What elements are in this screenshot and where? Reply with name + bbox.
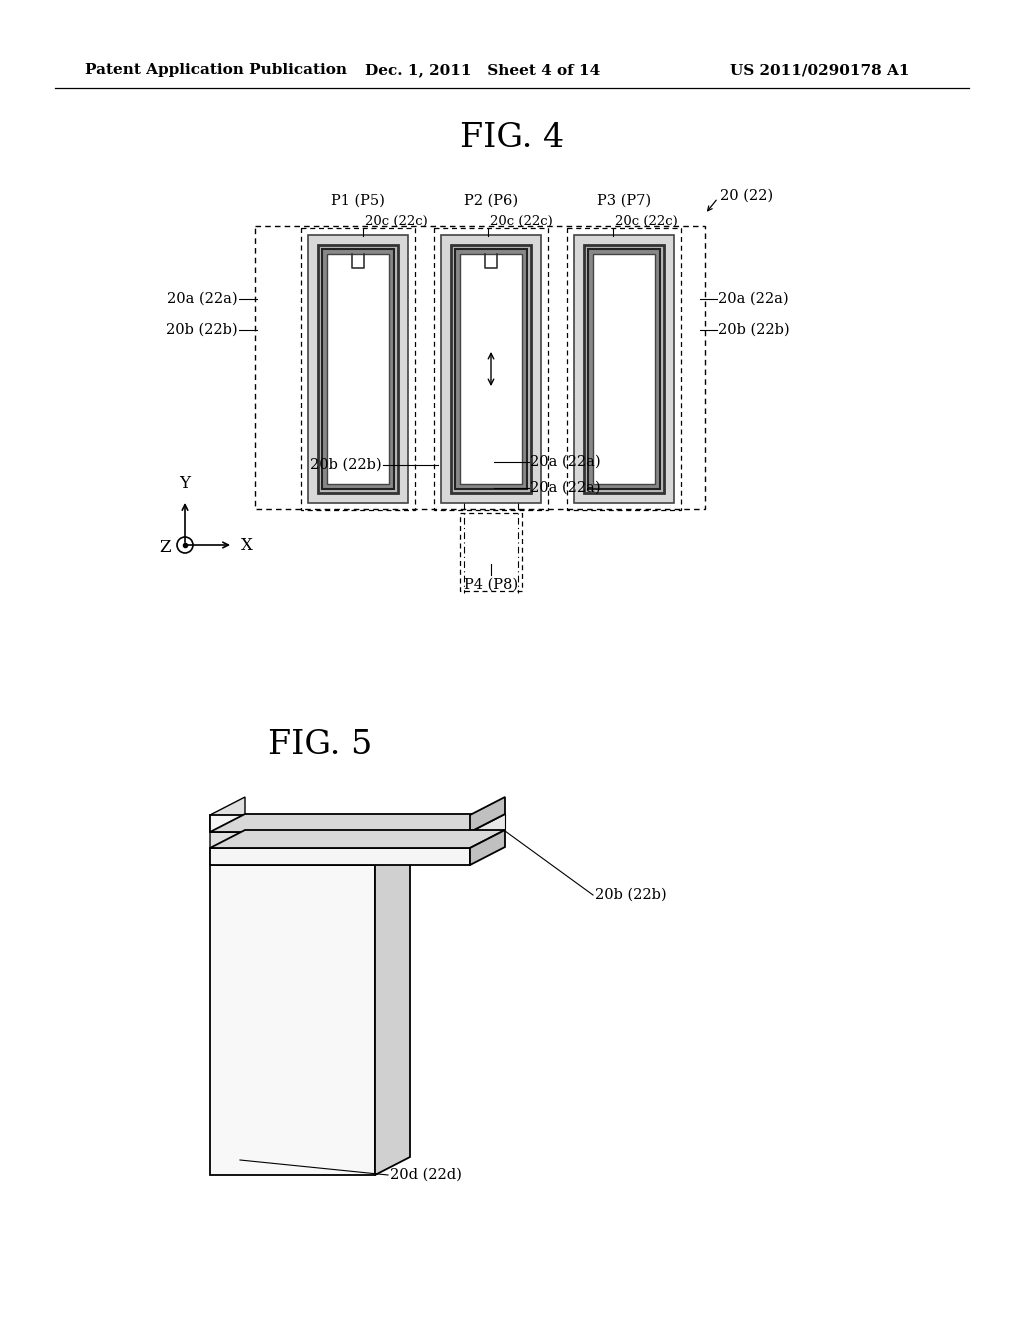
Polygon shape bbox=[210, 847, 410, 865]
Text: 20a (22a): 20a (22a) bbox=[167, 292, 238, 306]
Text: P2 (P6): P2 (P6) bbox=[464, 194, 518, 209]
Text: 20d (22d): 20d (22d) bbox=[390, 1168, 462, 1181]
Polygon shape bbox=[210, 830, 505, 847]
Bar bbox=[322, 249, 394, 488]
Bar bbox=[460, 253, 522, 484]
Bar bbox=[327, 253, 389, 484]
Bar bbox=[460, 513, 522, 591]
Text: FIG. 4: FIG. 4 bbox=[460, 121, 564, 154]
Bar bbox=[318, 246, 398, 492]
Polygon shape bbox=[210, 814, 505, 832]
Bar bbox=[441, 235, 541, 503]
Bar bbox=[308, 235, 408, 503]
Text: 20b (22b): 20b (22b) bbox=[718, 323, 790, 337]
Bar bbox=[301, 228, 415, 510]
Bar bbox=[588, 249, 660, 488]
Polygon shape bbox=[210, 814, 470, 832]
Polygon shape bbox=[245, 814, 505, 830]
Bar bbox=[584, 246, 664, 492]
Text: X: X bbox=[241, 536, 253, 553]
Bar bbox=[451, 246, 531, 492]
Text: 20c (22c): 20c (22c) bbox=[615, 215, 678, 228]
Text: Patent Application Publication: Patent Application Publication bbox=[85, 63, 347, 77]
Text: P4 (P8): P4 (P8) bbox=[464, 578, 518, 591]
Text: Z: Z bbox=[160, 539, 171, 556]
Text: US 2011/0290178 A1: US 2011/0290178 A1 bbox=[730, 63, 909, 77]
Text: 20a (22a): 20a (22a) bbox=[530, 480, 601, 495]
Bar bbox=[455, 249, 527, 488]
Bar bbox=[574, 235, 674, 503]
Text: 20 (22): 20 (22) bbox=[720, 189, 773, 203]
Polygon shape bbox=[470, 830, 505, 865]
Text: Dec. 1, 2011   Sheet 4 of 14: Dec. 1, 2011 Sheet 4 of 14 bbox=[365, 63, 600, 77]
Text: P1 (P5): P1 (P5) bbox=[331, 194, 385, 209]
Polygon shape bbox=[210, 847, 470, 865]
Text: 20c (22c): 20c (22c) bbox=[365, 215, 428, 228]
Text: 20a (22a): 20a (22a) bbox=[530, 455, 601, 469]
Bar bbox=[593, 253, 655, 484]
Text: P3 (P7): P3 (P7) bbox=[597, 194, 651, 209]
Bar bbox=[567, 228, 681, 510]
Text: 20b (22b): 20b (22b) bbox=[166, 323, 238, 337]
Bar bbox=[434, 228, 548, 510]
Polygon shape bbox=[210, 797, 245, 865]
Text: FIG. 5: FIG. 5 bbox=[268, 729, 372, 762]
Bar bbox=[255, 226, 705, 510]
Text: 20b (22b): 20b (22b) bbox=[595, 888, 667, 902]
Text: 20b (22b): 20b (22b) bbox=[310, 458, 382, 473]
Text: Y: Y bbox=[179, 475, 190, 492]
Polygon shape bbox=[210, 865, 375, 1175]
Text: 20a (22a): 20a (22a) bbox=[718, 292, 788, 306]
Polygon shape bbox=[375, 847, 410, 1175]
Polygon shape bbox=[470, 797, 505, 832]
Text: 20c (22c): 20c (22c) bbox=[490, 215, 553, 228]
